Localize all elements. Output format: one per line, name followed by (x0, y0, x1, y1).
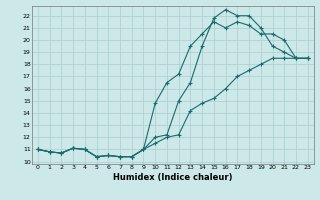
X-axis label: Humidex (Indice chaleur): Humidex (Indice chaleur) (113, 173, 233, 182)
